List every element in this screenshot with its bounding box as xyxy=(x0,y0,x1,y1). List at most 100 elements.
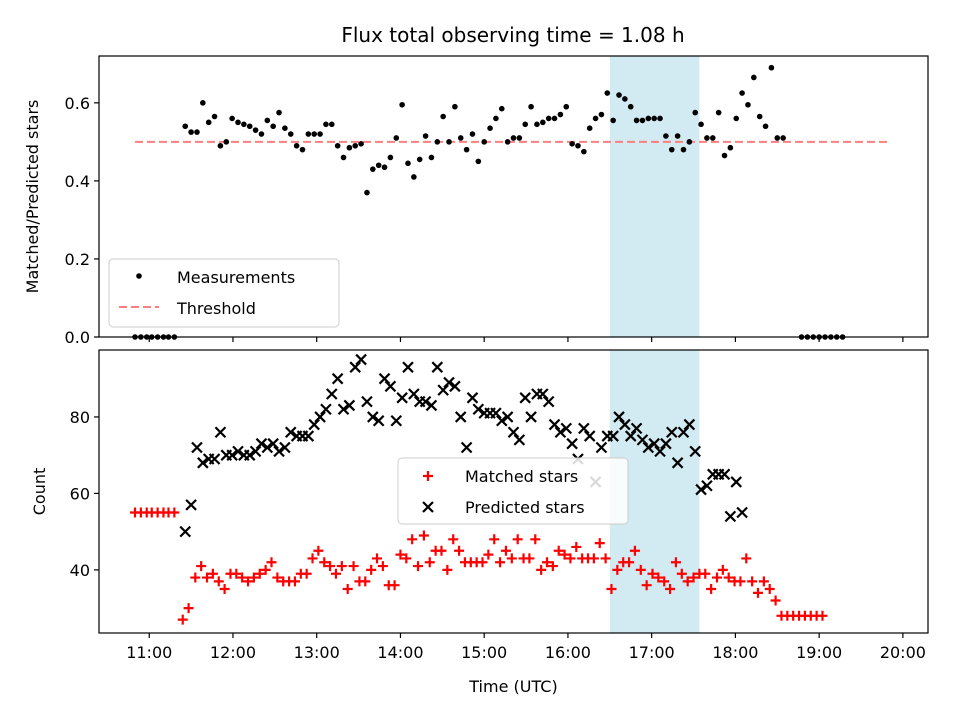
y-tick-label: 0.6 xyxy=(65,94,90,113)
predicted-star-point xyxy=(560,422,573,435)
matched-star-point xyxy=(436,545,447,556)
predicted-star-point xyxy=(396,392,408,404)
matched-star-point xyxy=(670,557,681,568)
matched-star-point xyxy=(401,553,412,564)
measurement-point xyxy=(481,139,487,145)
measurement-point xyxy=(223,139,230,145)
predicted-star-point xyxy=(695,483,707,496)
predicted-star-point xyxy=(736,506,748,519)
predicted-star-point xyxy=(214,426,227,439)
legend-label-predicted: Predicted stars xyxy=(465,498,585,517)
matched-star-point xyxy=(330,568,341,579)
matched-star-point xyxy=(395,549,406,560)
legend-predicted-marker xyxy=(422,501,434,513)
series-measurements xyxy=(132,64,846,340)
measurement-point xyxy=(416,156,423,163)
measurement-point xyxy=(721,152,728,159)
measurement-point xyxy=(381,164,388,171)
measurement-point xyxy=(569,141,575,147)
measurement-point xyxy=(668,146,675,153)
predicted-star-point xyxy=(314,411,326,423)
measurement-point xyxy=(334,142,341,149)
matched-star-point xyxy=(483,549,494,560)
measurement-point xyxy=(498,105,505,112)
measurement-point xyxy=(733,115,740,122)
matched-star-point xyxy=(237,572,248,583)
matched-star-point xyxy=(682,576,693,587)
predicted-star-point xyxy=(495,414,508,427)
predicted-star-point xyxy=(724,510,737,523)
matched-star-point xyxy=(594,538,605,549)
matched-star-point xyxy=(313,545,324,556)
predicted-star-point xyxy=(337,403,350,416)
predicted-star-point xyxy=(449,380,461,393)
predicted-star-point xyxy=(208,453,221,465)
matched-star-point xyxy=(372,553,383,564)
measurement-point xyxy=(352,142,359,149)
count-panel: 40 60 80 11:00 12:00 13:00 14:00 15:00 16:00 17:0… xyxy=(30,349,929,696)
measurement-point xyxy=(657,115,663,122)
y-tick-label: 60 xyxy=(70,484,90,503)
matched-star-point xyxy=(553,545,564,556)
plot-frame xyxy=(98,349,929,634)
measurement-point xyxy=(358,141,364,147)
predicted-star-point xyxy=(331,372,344,385)
matched-star-point xyxy=(219,584,230,595)
measurement-point xyxy=(387,154,394,161)
matched-star-point xyxy=(307,553,318,564)
predicted-star-point xyxy=(255,437,268,450)
predicted-star-point xyxy=(548,418,561,431)
measurement-point xyxy=(194,129,200,135)
matched-star-point xyxy=(183,603,194,614)
matched-star-point xyxy=(360,576,371,587)
predicted-star-point xyxy=(619,418,631,431)
measurement-point xyxy=(575,142,581,149)
legend-matched-marker xyxy=(423,471,433,481)
predicted-star-point xyxy=(243,449,256,461)
measurement-point xyxy=(563,103,570,110)
highlight-band xyxy=(609,56,700,337)
legend-box xyxy=(397,457,629,525)
predicted-star-point xyxy=(367,411,379,423)
matched-star-point xyxy=(231,568,242,579)
measurement-point xyxy=(440,113,446,120)
matched-star-point xyxy=(541,557,552,568)
predicted-star-point xyxy=(454,411,467,423)
predicted-star-point xyxy=(660,437,672,450)
predicted-star-point xyxy=(302,430,315,442)
predicted-star-point xyxy=(402,361,414,373)
measurement-point xyxy=(452,103,458,110)
predicted-star-point xyxy=(507,426,520,439)
measurement-point xyxy=(299,146,306,153)
matched-star-point xyxy=(500,545,511,556)
matched-star-point xyxy=(177,614,188,625)
measurement-point xyxy=(698,121,704,128)
matched-star-point xyxy=(524,553,535,564)
predicted-star-point xyxy=(437,384,449,396)
measurement-point xyxy=(276,109,282,116)
predicted-star-point xyxy=(355,353,367,366)
predicted-star-point xyxy=(390,414,403,427)
predicted-star-point xyxy=(249,445,262,458)
measurement-point xyxy=(305,131,312,137)
measurement-point xyxy=(504,139,511,145)
matched-star-point xyxy=(600,553,611,564)
measurement-point xyxy=(645,115,652,122)
matched-star-point xyxy=(612,564,623,575)
matched-star-point xyxy=(559,549,570,560)
x-tick-label: 14:00 xyxy=(377,643,423,662)
measurement-point xyxy=(463,146,470,153)
predicted-star-point xyxy=(349,361,362,373)
legend: Matched stars Predicted stars xyxy=(397,457,629,525)
measurement-point xyxy=(768,64,775,71)
matched-star-point xyxy=(169,507,180,518)
measurement-point xyxy=(627,103,634,110)
x-tick-label: 20:00 xyxy=(880,643,926,662)
predicted-star-point xyxy=(648,437,660,450)
matched-star-point xyxy=(202,572,213,583)
x-axis-label: Time (UTC) xyxy=(468,677,557,696)
matched-star-point xyxy=(272,572,283,583)
measurement-point xyxy=(516,135,523,141)
measurement-point xyxy=(328,121,335,128)
